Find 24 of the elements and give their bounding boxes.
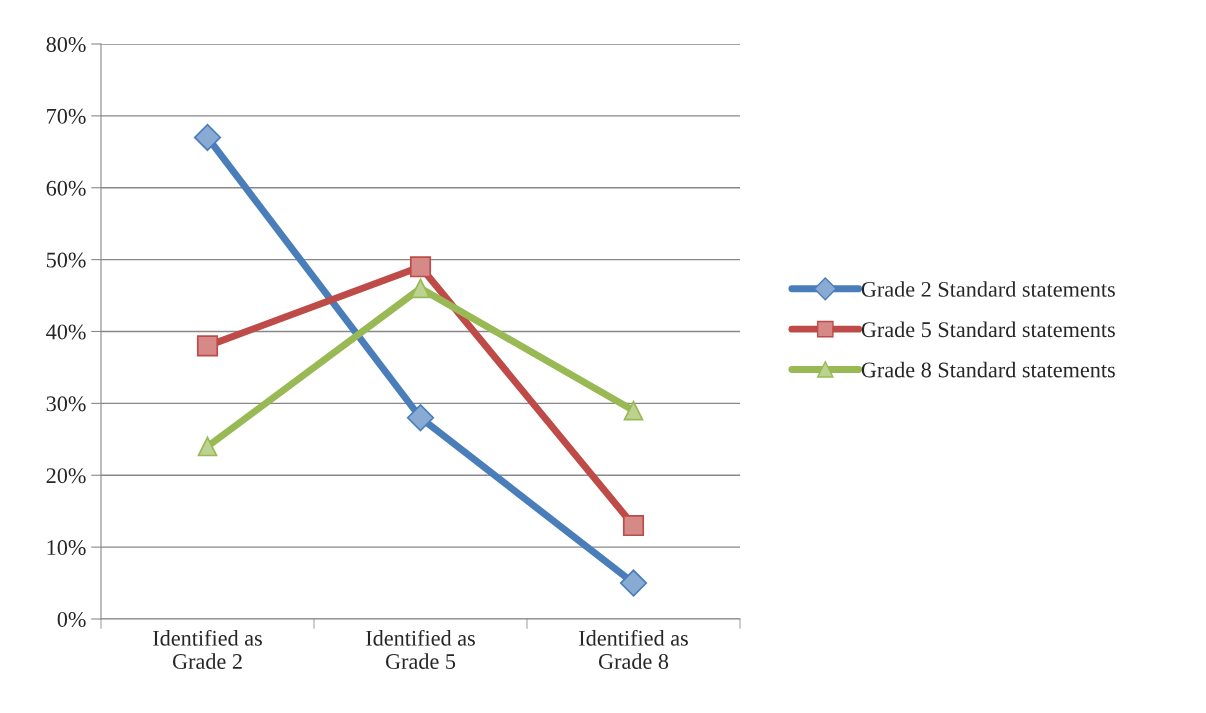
y-tick-label: 50% [46, 252, 86, 268]
y-tick-label: 10% [47, 540, 86, 556]
y-tick-label: 20% [46, 468, 86, 484]
y-tick-label: 60% [46, 180, 86, 196]
point [623, 400, 644, 421]
point [197, 436, 218, 457]
x-tick-label: Identified as Grade 5 [366, 629, 475, 669]
point [193, 123, 222, 152]
legend-label: Grade 8 Standard statements [861, 361, 1115, 378]
legend-label: Grade 2 Standard statements [861, 281, 1115, 297]
point [622, 515, 645, 537]
point [409, 256, 432, 278]
point [410, 278, 431, 299]
legend-label: Grade 5 Standard statements [861, 321, 1115, 338]
y-tick-label: 30% [46, 396, 86, 412]
point [619, 569, 648, 597]
y-tick-label: 0% [57, 611, 86, 627]
x-tick-label: Identified as Grade 2 [153, 629, 262, 669]
point [406, 404, 435, 432]
y-tick-label: 40% [46, 324, 86, 340]
point [196, 335, 219, 357]
y-tick-label: 70% [47, 108, 86, 124]
y-tick-label: 80% [46, 36, 86, 52]
x-tick-label: Identified as Grade 8 [579, 629, 688, 669]
